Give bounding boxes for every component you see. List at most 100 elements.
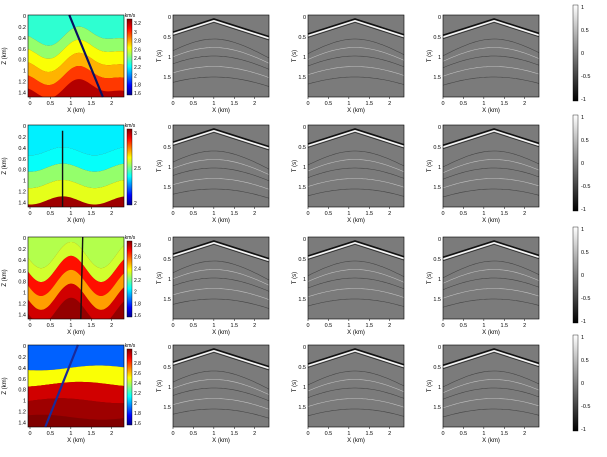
- t-tick-label: 1.5: [163, 185, 171, 191]
- panel-frame: [27, 344, 125, 428]
- colorbar-tick-label: 2: [134, 201, 137, 207]
- colorbar-tick-label: 2.4: [134, 56, 141, 62]
- z-tick-label: 1.2: [18, 190, 26, 196]
- x-tick-label: 1.5: [87, 101, 95, 107]
- x-tick-label: 0.5: [460, 211, 468, 217]
- colorbar-unit: km/s: [125, 343, 136, 349]
- gather-background: [443, 125, 539, 207]
- direct-wave-trough: [172, 128, 270, 148]
- z-tick-label: 0.6: [18, 377, 26, 383]
- x-tick-label: 1: [482, 323, 485, 329]
- reflection-event: [307, 66, 405, 76]
- panel-frame: [27, 236, 125, 320]
- colorbar-tick-label: 3.2: [134, 21, 141, 27]
- x-axis-label: X (km): [212, 108, 230, 114]
- amplitude-tick-label: -1: [581, 97, 586, 103]
- z-tick-label: 1: [23, 399, 26, 405]
- direct-wave-trough: [442, 348, 540, 367]
- direct-wave-trough: [307, 348, 405, 366]
- fault-line: [80, 236, 84, 320]
- t-tick-label: 0: [438, 15, 441, 21]
- x-tick-label: 2: [523, 431, 526, 437]
- reflection-event: [442, 159, 540, 174]
- z-tick-label: 0: [23, 14, 26, 20]
- panel-frame: [172, 344, 270, 428]
- z-axis-label: Z (km): [2, 269, 8, 286]
- shot-gather-panel: [172, 344, 270, 428]
- model-layer: [28, 398, 124, 420]
- panel-frame: [172, 236, 270, 320]
- z-axis-label: Z (km): [2, 47, 8, 64]
- t-tick-label: 1.5: [433, 297, 441, 303]
- shot-gather-panel: [442, 236, 540, 320]
- velocity-model-panel: [27, 236, 125, 320]
- z-tick-label: 0: [23, 236, 26, 242]
- t-tick-label: 0: [303, 125, 306, 131]
- x-tick-label: 1: [212, 101, 215, 107]
- x-tick-label: 1.5: [365, 211, 373, 217]
- x-tick-label: 1: [347, 101, 350, 107]
- x-axis-label: X (km): [212, 330, 230, 336]
- reflection-event: [442, 387, 540, 400]
- x-tick-label: 1.5: [365, 323, 373, 329]
- velocity-model-panel: [27, 124, 125, 208]
- z-tick-label: 1: [23, 291, 26, 297]
- x-tick-label: 1.5: [87, 323, 95, 329]
- amplitude-tick-label: 0.5: [581, 138, 589, 144]
- x-tick-label: 0.5: [460, 101, 468, 107]
- reflection-event: [442, 66, 540, 77]
- t-tick-label: 0.5: [433, 257, 441, 263]
- direct-wave-coda: [307, 131, 405, 149]
- reflection-event: [172, 379, 270, 395]
- t-axis-label: T (s): [427, 50, 433, 62]
- direct-wave-coda: [172, 131, 270, 151]
- x-axis-label: X (km): [67, 330, 85, 336]
- x-axis-label: X (km): [482, 108, 500, 114]
- t-tick-label: 0.5: [163, 145, 171, 151]
- colorbar-tick-label: 1.8: [134, 82, 141, 88]
- x-tick-label: 1: [347, 211, 350, 217]
- reflection-event: [172, 260, 270, 281]
- reflection-event: [307, 288, 405, 298]
- amplitude-tick-label: -1: [581, 207, 586, 213]
- x-tick-label: 2: [388, 431, 391, 437]
- amplitude-tick-label: 0: [581, 381, 584, 387]
- x-axis-label: X (km): [347, 218, 365, 224]
- x-tick-label: 1.5: [87, 431, 95, 437]
- reflection-event: [442, 288, 540, 299]
- shot-gather-panel: [307, 344, 405, 428]
- x-tick-label: 0.5: [47, 211, 55, 217]
- t-tick-label: 1.5: [163, 297, 171, 303]
- t-tick-label: 0: [438, 345, 441, 351]
- direct-wave-peak: [172, 241, 270, 262]
- z-tick-label: 0.2: [18, 355, 26, 361]
- z-tick-label: 0.6: [18, 47, 26, 53]
- amplitude-tick-label: 0.5: [581, 250, 589, 256]
- x-tick-label: 1: [347, 431, 350, 437]
- amplitude-tick-label: 0.5: [581, 358, 589, 364]
- panel-frame: [172, 14, 270, 98]
- model-layer: [28, 15, 124, 46]
- shot-gather-panel: [307, 14, 405, 98]
- x-tick-label: 0.5: [47, 323, 55, 329]
- velocity-model-panel: [27, 344, 125, 428]
- panel-frame: [307, 14, 405, 98]
- x-tick-label: 2: [388, 101, 391, 107]
- t-tick-label: 1: [303, 277, 306, 283]
- x-axis-label: X (km): [212, 438, 230, 444]
- direct-wave-peak: [442, 241, 540, 260]
- t-tick-label: 0.5: [298, 145, 306, 151]
- t-axis-label: T (s): [427, 160, 433, 172]
- direct-wave-peak: [172, 129, 270, 150]
- direct-wave-peak: [307, 129, 405, 148]
- t-tick-label: 1.5: [298, 405, 306, 411]
- t-axis-label: T (s): [157, 380, 163, 392]
- colorbar-tick-label: 1.8: [134, 411, 141, 417]
- x-tick-label: 1.5: [500, 101, 508, 107]
- z-tick-label: 0.6: [18, 269, 26, 275]
- model-layer: [28, 269, 124, 310]
- t-axis-label: T (s): [292, 160, 298, 172]
- z-tick-label: 0.8: [18, 388, 26, 394]
- t-tick-label: 0: [438, 237, 441, 243]
- amplitude-tick-label: 1: [581, 227, 584, 233]
